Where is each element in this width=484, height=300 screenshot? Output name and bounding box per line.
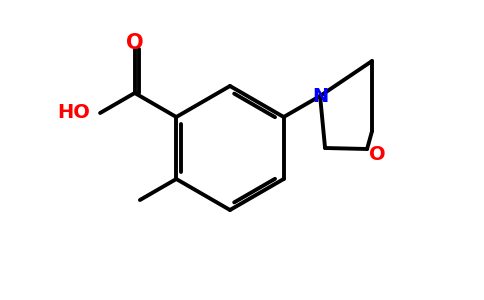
Text: O: O bbox=[369, 145, 385, 164]
Text: HO: HO bbox=[57, 103, 90, 122]
Text: N: N bbox=[312, 86, 328, 106]
Text: O: O bbox=[126, 33, 144, 53]
